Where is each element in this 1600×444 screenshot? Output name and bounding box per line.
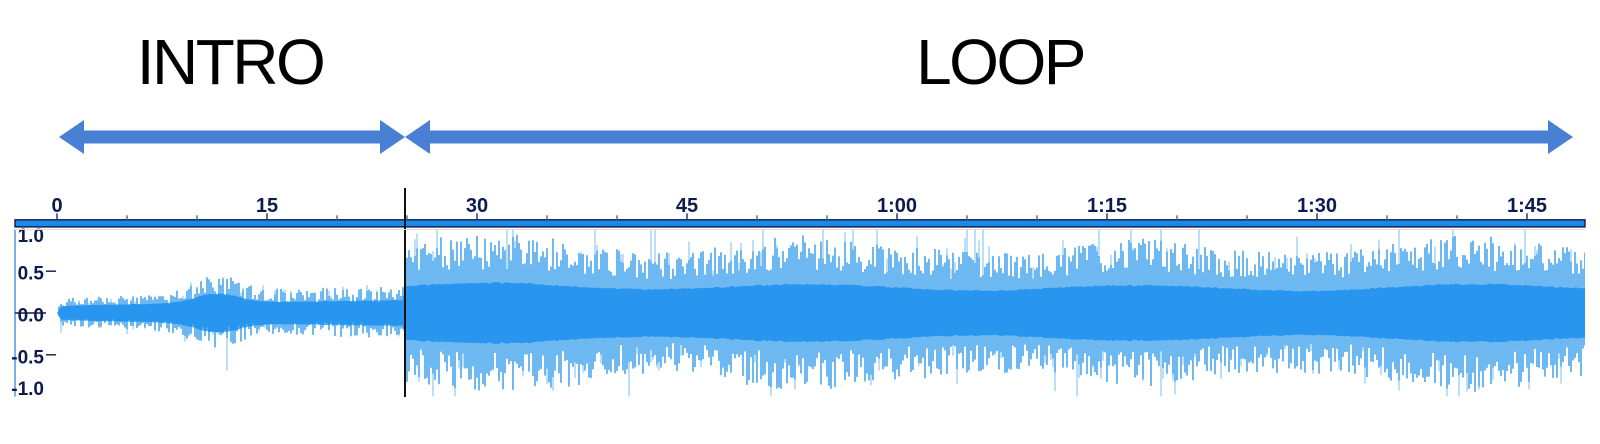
svg-text:0.5: 0.5 [18, 264, 45, 285]
svg-text:30: 30 [466, 195, 488, 217]
svg-text:1:00: 1:00 [877, 195, 917, 217]
svg-text:45: 45 [676, 195, 698, 217]
svg-text:-0.5: -0.5 [11, 347, 44, 368]
svg-text:15: 15 [256, 195, 278, 217]
svg-text:1:30: 1:30 [1297, 195, 1337, 217]
svg-text:0: 0 [51, 195, 62, 217]
svg-text:1:15: 1:15 [1087, 195, 1127, 217]
svg-text:0.0: 0.0 [18, 306, 44, 327]
svg-text:1:45: 1:45 [1507, 195, 1547, 217]
svg-text:-1.0: -1.0 [11, 379, 44, 400]
